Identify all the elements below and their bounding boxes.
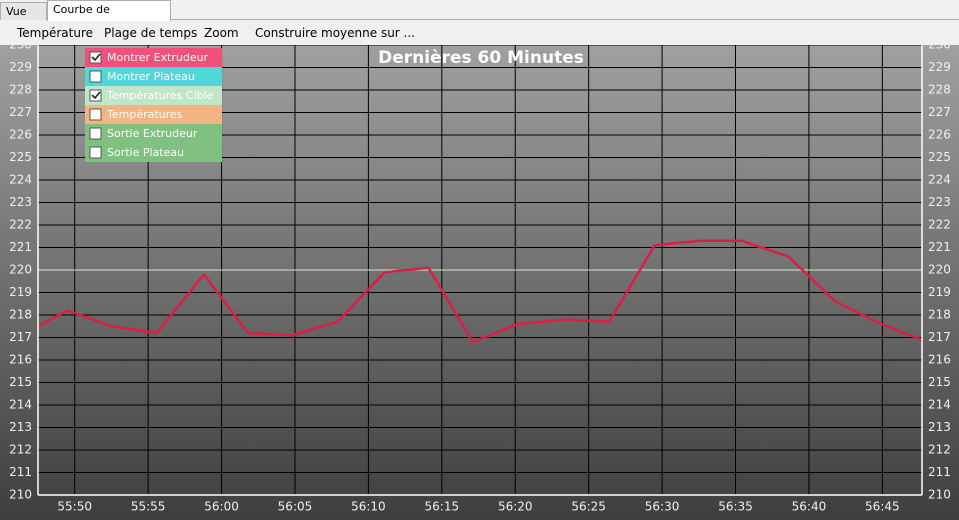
y2-tick-label: 218 <box>928 308 951 322</box>
x-tick-label: 56:35 <box>718 500 753 514</box>
checkbox[interactable] <box>89 146 102 159</box>
y2-tick-label: 223 <box>928 195 951 209</box>
y2-tick-label: 221 <box>928 240 951 254</box>
y2-tick-label: 214 <box>928 398 951 412</box>
legend-label: Montrer Plateau <box>107 70 195 83</box>
y2-tick-label: 210 <box>928 488 951 502</box>
y-tick-label: 213 <box>9 420 32 434</box>
y-tick-label: 226 <box>9 128 32 142</box>
tab-bar: Vue 3D Courbe de Température <box>0 0 959 35</box>
legend-item[interactable] <box>85 48 222 67</box>
x-tick-label: 56:15 <box>425 500 460 514</box>
y-tick-label: 210 <box>9 488 32 502</box>
tab[interactable]: Courbe de Température <box>47 0 171 33</box>
chart-title: Dernières 60 Minutes <box>378 48 584 68</box>
y2-tick-label: 219 <box>928 285 951 299</box>
y2-tick-label: 216 <box>928 353 951 367</box>
y-tick-label: 229 <box>9 60 32 74</box>
checkbox[interactable] <box>89 127 102 140</box>
menu-item[interactable]: Construire moyenne sur ... <box>255 26 415 40</box>
temperature-line <box>38 239 922 344</box>
check-mark <box>91 91 101 100</box>
legend-item[interactable] <box>85 86 222 105</box>
checkbox[interactable] <box>89 51 102 64</box>
menu-item[interactable]: Zoom <box>204 26 239 40</box>
y2-tick-label: 227 <box>928 105 951 119</box>
menu-item[interactable]: Plage de temps <box>104 26 198 40</box>
checkbox[interactable] <box>89 70 102 83</box>
x-tick-label: 55:50 <box>57 500 92 514</box>
legend-label: Sortie Plateau <box>107 146 184 159</box>
legend-item[interactable] <box>85 67 222 86</box>
y-tick-label: 225 <box>9 150 32 164</box>
chart: Dernières 60 Minutes 210 210 211 211 212 212 2… <box>0 45 959 520</box>
legend-item[interactable] <box>85 105 222 124</box>
y2-tick-label: 213 <box>928 420 951 434</box>
y-tick-label: 218 <box>9 308 32 322</box>
x-tick-label: 55:55 <box>131 500 166 514</box>
y-tick-label: 216 <box>9 353 32 367</box>
y2-tick-label: 215 <box>928 375 951 389</box>
x-tick-label: 56:40 <box>792 500 827 514</box>
y2-tick-label: 211 <box>928 465 951 479</box>
y-tick-label: 217 <box>9 330 32 344</box>
y-tick-label: 228 <box>9 83 32 97</box>
y2-tick-label: 224 <box>928 173 951 187</box>
y-tick-label: 221 <box>9 240 32 254</box>
y2-tick-label: 229 <box>928 60 951 74</box>
x-tick-label: 56:45 <box>865 500 900 514</box>
checkbox[interactable] <box>89 108 102 121</box>
y-tick-label: 219 <box>9 285 32 299</box>
y-tick-label: 215 <box>9 375 32 389</box>
y-tick-label: 222 <box>9 218 32 232</box>
menu-item[interactable]: Température <box>17 26 94 40</box>
y-tick-label: 212 <box>9 443 32 457</box>
y2-tick-label: 225 <box>928 150 951 164</box>
x-tick-label: 56:10 <box>351 500 386 514</box>
x-tick-label: 56:20 <box>498 500 533 514</box>
y2-tick-label: 226 <box>928 128 951 142</box>
legend-label: Montrer Extrudeur <box>107 51 209 64</box>
y-tick-label: 214 <box>9 398 32 412</box>
x-tick-label: 56:00 <box>204 500 239 514</box>
check-mark <box>91 53 101 62</box>
y2-tick-label: 217 <box>928 330 951 344</box>
y2-tick-label: 222 <box>928 218 951 232</box>
legend-item[interactable] <box>85 124 222 143</box>
y-tick-label: 230 <box>9 45 32 52</box>
y2-tick-label: 212 <box>928 443 951 457</box>
x-tick-label: 56:30 <box>645 500 680 514</box>
y2-tick-label: 228 <box>928 83 951 97</box>
y-tick-label: 223 <box>9 195 32 209</box>
y-tick-label: 227 <box>9 105 32 119</box>
x-tick-label: 56:05 <box>278 500 313 514</box>
x-tick-label: 56:25 <box>571 500 606 514</box>
y2-tick-label: 230 <box>928 45 951 52</box>
legend-item[interactable] <box>85 143 222 162</box>
legend-label: Températures <box>106 108 183 121</box>
checkbox[interactable] <box>89 89 102 102</box>
y-tick-label: 220 <box>9 263 32 277</box>
y2-tick-label: 220 <box>928 263 951 277</box>
legend-label: Sortie Extrudeur <box>107 127 198 140</box>
y-tick-label: 224 <box>9 173 32 187</box>
menu-bar: Température Plage de temps Zoom Construi… <box>0 21 959 45</box>
legend-label: Températures Cible <box>106 89 214 102</box>
tab[interactable]: Vue 3D <box>0 2 47 35</box>
y-tick-label: 211 <box>9 465 32 479</box>
